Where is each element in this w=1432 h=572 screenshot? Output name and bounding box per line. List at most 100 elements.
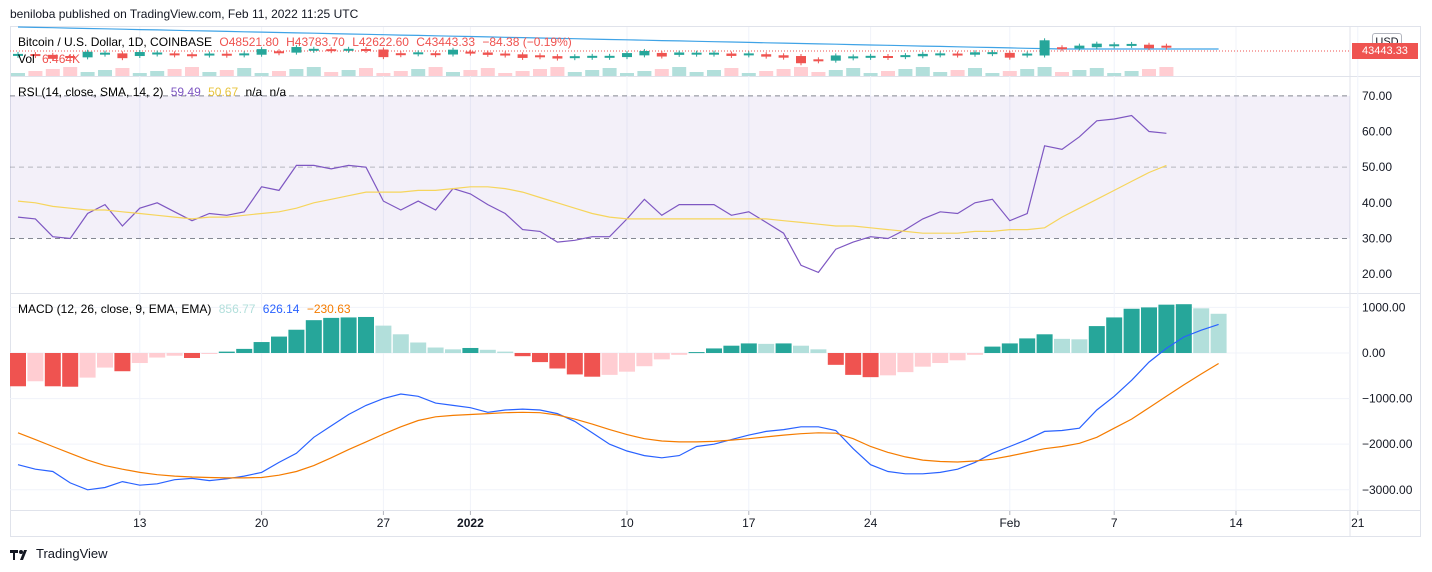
candle-body: [13, 53, 23, 56]
volume-bar: [794, 67, 808, 76]
macd-hist-bar: [288, 329, 305, 353]
candle-body: [100, 52, 110, 55]
volume-bar: [393, 71, 408, 76]
macd-hist-bar: [758, 343, 775, 353]
macd-hist-value: 856.77: [219, 302, 256, 316]
macd-hist-bar: [79, 352, 96, 378]
candle-body: [743, 53, 754, 56]
volume-bar: [219, 70, 234, 76]
candle-body: [569, 56, 580, 59]
macd-hist-bar: [10, 352, 26, 387]
rsi-scale-tick-2: 50.00: [1362, 160, 1392, 174]
volume-bar: [63, 67, 78, 76]
price-pane[interactable]: [10, 26, 1350, 76]
ohlc-open: O48521.80: [219, 35, 279, 49]
macd-hist-bar: [358, 316, 374, 353]
macd-hist-bar: [914, 352, 931, 367]
volume-bar: [376, 73, 391, 76]
candle-body: [796, 56, 806, 64]
volume-bar: [167, 69, 182, 76]
macd-hist-bar: [392, 334, 409, 353]
volume-bar: [324, 72, 339, 76]
candle-body: [952, 53, 963, 56]
macd-hist-bar: [706, 348, 722, 353]
macd-hist-bar: [1036, 334, 1053, 353]
macd-pane[interactable]: [10, 304, 1350, 491]
candle-body: [604, 55, 615, 58]
time-tick-6: 24: [864, 516, 878, 530]
candle-body: [1109, 44, 1120, 47]
volume-bar: [28, 71, 43, 76]
volume-bar: [150, 71, 165, 76]
macd-hist-bar: [810, 349, 827, 353]
candle-body: [308, 48, 319, 51]
macd-scale-tick-1: 0.00: [1362, 346, 1386, 360]
time-tick-5: 17: [742, 516, 756, 530]
macd-signal-value: −230.63: [307, 302, 351, 316]
price-moving-average-line: [17, 26, 1219, 50]
macd-hist-bar: [236, 348, 253, 353]
candle-body: [82, 51, 93, 58]
candle-body: [917, 53, 928, 57]
macd-value: 626.14: [263, 302, 300, 316]
macd-hist-bar: [1106, 317, 1123, 353]
time-tick-0: 13: [133, 516, 147, 530]
macd-hist-bar: [305, 320, 322, 353]
time-tick-3: 2022: [457, 516, 484, 530]
time-tick-4: 10: [620, 516, 634, 530]
volume-bar: [411, 69, 426, 76]
macd-hist-bar: [218, 351, 235, 353]
volume-bar: [202, 72, 217, 76]
volume-bar: [1089, 68, 1104, 76]
candle-body: [274, 51, 284, 54]
macd-hist-bar: [131, 352, 148, 364]
candle-body: [152, 52, 163, 55]
candle-body: [1091, 43, 1102, 48]
macd-hist-bar: [653, 352, 670, 360]
time-tick-9: 14: [1229, 516, 1243, 530]
macd-hist-bar: [1210, 313, 1227, 353]
candle-body: [778, 55, 789, 58]
volume-bar: [550, 67, 565, 76]
grid-lines: [139, 27, 1359, 510]
volume-bar: [533, 69, 547, 76]
time-tick-10: 21: [1351, 516, 1365, 530]
volume-bar: [498, 73, 513, 76]
rsi-pane[interactable]: [10, 95, 1350, 274]
volume-bar: [341, 70, 356, 76]
volume-bar: [132, 73, 147, 76]
macd-hist-bar: [114, 352, 131, 372]
volume-value: 6.464K: [42, 52, 80, 66]
rsi-na-2: n/a: [270, 85, 287, 99]
volume-bar: [515, 71, 530, 76]
volume-bar: [1055, 72, 1069, 76]
ohlc-high: H43783.70: [286, 35, 345, 49]
macd-hist-bar: [201, 352, 218, 354]
candle-body: [1074, 45, 1085, 49]
tradingview-logo-icon: [10, 549, 27, 560]
macd-hist-bar: [601, 352, 618, 375]
candle-body: [761, 54, 772, 57]
macd-hist-bar: [184, 352, 200, 359]
candle-body: [865, 55, 876, 58]
macd-hist-bar: [166, 352, 183, 356]
time-axis-ticks[interactable]: 13 20 27 2022 10 17 24 Feb 7 14 21: [133, 511, 1365, 530]
volume-bar: [933, 72, 948, 76]
candle-body: [378, 49, 389, 58]
candle-body: [587, 55, 598, 58]
footer-brand[interactable]: TradingView: [10, 546, 108, 561]
rsi-ma-line: [17, 164, 1167, 234]
macd-hist-bar: [1158, 304, 1175, 353]
macd-hist-bar: [497, 351, 514, 353]
volume-bar: [759, 71, 774, 76]
volume-bar: [898, 69, 913, 76]
macd-hist-bar: [1019, 338, 1036, 353]
last-price-badge: 43443.33: [1352, 43, 1418, 59]
candle-body: [674, 52, 685, 55]
candle-body: [187, 54, 197, 57]
macd-hist-bar: [671, 352, 688, 355]
volume-bar: [672, 67, 687, 76]
volume-bar: [846, 68, 861, 76]
volume-bar: [306, 67, 321, 76]
